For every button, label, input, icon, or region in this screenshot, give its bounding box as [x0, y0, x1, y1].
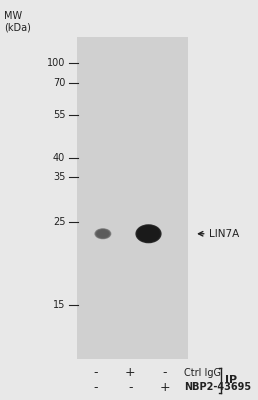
Text: NBP2-43695: NBP2-43695 — [184, 382, 251, 392]
Text: 40: 40 — [53, 153, 65, 163]
Ellipse shape — [135, 224, 162, 243]
Text: -: - — [94, 366, 98, 379]
Text: 100: 100 — [47, 58, 65, 68]
Text: -: - — [162, 366, 167, 379]
Text: 55: 55 — [53, 110, 65, 120]
Ellipse shape — [139, 227, 158, 241]
Text: +: + — [125, 366, 135, 379]
Text: 70: 70 — [53, 78, 65, 88]
Ellipse shape — [138, 226, 159, 241]
Ellipse shape — [137, 226, 160, 242]
Text: 35: 35 — [53, 172, 65, 182]
Text: LIN7A: LIN7A — [209, 229, 239, 239]
Ellipse shape — [141, 228, 156, 239]
Text: 15: 15 — [53, 300, 65, 310]
Text: -: - — [128, 381, 133, 394]
Text: MW
(kDa): MW (kDa) — [4, 11, 30, 33]
Ellipse shape — [95, 229, 110, 239]
Ellipse shape — [142, 229, 155, 239]
Ellipse shape — [95, 228, 111, 239]
Ellipse shape — [97, 230, 109, 238]
Text: 25: 25 — [53, 217, 65, 227]
Ellipse shape — [96, 229, 110, 238]
Ellipse shape — [96, 230, 109, 238]
Ellipse shape — [136, 225, 161, 243]
Ellipse shape — [94, 228, 111, 239]
Text: IP: IP — [225, 375, 237, 385]
Bar — [77, 37, 188, 359]
Text: +: + — [159, 381, 170, 394]
Text: Ctrl IgG: Ctrl IgG — [184, 368, 221, 378]
Text: -: - — [94, 381, 98, 394]
Ellipse shape — [140, 228, 157, 240]
